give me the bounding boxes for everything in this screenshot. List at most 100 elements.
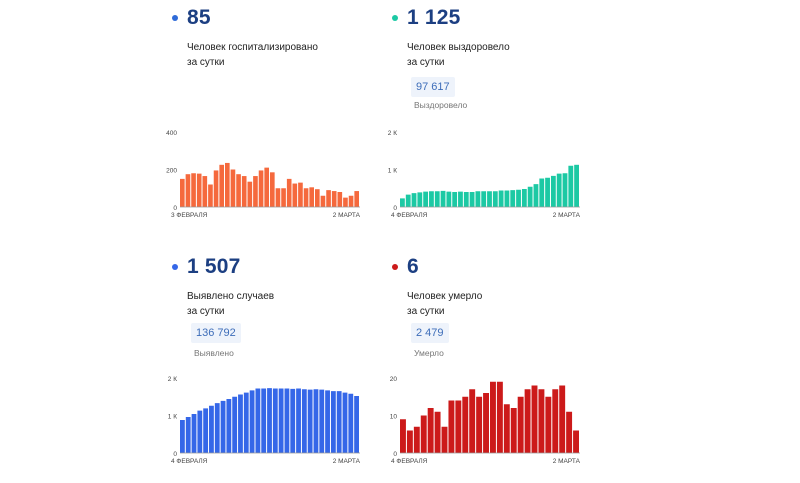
bar — [574, 164, 579, 207]
y-tick-label: 400 — [166, 130, 177, 137]
bar — [320, 195, 326, 207]
bar — [298, 182, 303, 208]
daily-value: 85 — [187, 6, 211, 29]
indicator-dot — [172, 15, 178, 21]
y-tick-label: 0 — [173, 205, 177, 212]
label-line-2: за сутки — [407, 306, 445, 317]
bar — [180, 178, 185, 208]
total-caption: Умерло — [414, 348, 444, 358]
bar — [264, 167, 270, 208]
bar — [337, 192, 343, 207]
bar — [343, 197, 348, 208]
indicator-dot — [392, 15, 398, 21]
bar — [230, 169, 236, 207]
bar — [429, 191, 434, 207]
bar — [261, 388, 267, 453]
bar — [354, 191, 360, 207]
total-badge: 136 792 — [191, 323, 241, 343]
bar — [348, 393, 354, 453]
bar — [180, 420, 185, 453]
bar — [185, 417, 191, 453]
bar — [420, 415, 427, 453]
bar — [469, 389, 476, 453]
x-start-label: 4 ФЕВРАЛЯ — [391, 458, 428, 465]
y-tick-label: 200 — [166, 168, 177, 175]
bar — [510, 190, 516, 208]
bar — [562, 173, 568, 207]
bar — [286, 178, 292, 208]
bar — [481, 191, 487, 207]
label-line-1: Человек госпитализировано — [187, 42, 318, 53]
bar — [533, 184, 539, 208]
daily-value: 6 — [407, 255, 419, 278]
bar — [197, 410, 203, 453]
x-end-label: 2 МАРТА — [553, 212, 581, 219]
bar — [469, 192, 475, 207]
bar — [423, 191, 429, 208]
bar — [331, 191, 337, 207]
panel-deaths: 6 Человек умерло за сутки 2 479 Умерло 2… — [390, 253, 602, 483]
bar — [249, 390, 255, 454]
bar — [185, 174, 191, 207]
bar — [524, 389, 531, 453]
bar — [326, 190, 331, 208]
bar — [475, 191, 481, 207]
bar — [309, 187, 315, 207]
bar — [330, 391, 336, 454]
bar — [203, 408, 209, 454]
bar — [556, 173, 562, 208]
bar — [325, 390, 330, 454]
bar — [476, 396, 483, 453]
y-tick-label: 2 К — [168, 376, 177, 383]
bar — [226, 399, 232, 453]
bar — [232, 396, 238, 453]
bar — [336, 391, 342, 454]
y-tick-label: 0 — [393, 451, 397, 458]
bar — [267, 388, 272, 454]
daily-value: 1 507 — [187, 255, 241, 278]
bar — [400, 198, 405, 208]
indicator-dot — [392, 264, 398, 270]
bar — [440, 190, 446, 208]
bar — [487, 191, 492, 207]
bar — [545, 177, 550, 207]
bar — [559, 385, 566, 453]
bar — [348, 195, 354, 207]
bar — [573, 430, 579, 453]
bar — [241, 176, 247, 207]
x-end-label: 2 МАРТА — [333, 458, 361, 465]
bar — [196, 173, 202, 208]
panel-recovered: 1 125 Человек выздоровело за сутки 97 61… — [388, 4, 602, 234]
bar — [220, 400, 226, 453]
bar — [313, 389, 319, 453]
bar — [504, 190, 510, 207]
y-tick-label: 0 — [173, 451, 177, 458]
indicator-dot — [172, 264, 178, 270]
bar — [219, 164, 225, 207]
bar — [517, 396, 524, 453]
bar — [490, 381, 496, 453]
total-caption: Выздоровело — [414, 100, 468, 110]
bar — [208, 184, 213, 207]
bar — [552, 389, 559, 453]
bar — [354, 396, 359, 453]
total-caption: Выявлено — [194, 348, 234, 358]
panel-hospitalized: 85 Человек госпитализировано за сутки 40… — [166, 4, 382, 234]
bar — [243, 392, 249, 453]
bar — [492, 191, 498, 207]
x-end-label: 2 МАРТА — [333, 212, 361, 219]
daily-value: 1 125 — [407, 6, 461, 29]
label-line-1: Человек выздоровело — [407, 42, 510, 53]
x-start-label: 4 ФЕВРАЛЯ — [171, 458, 208, 465]
bar — [315, 189, 320, 207]
bar — [225, 162, 230, 207]
bar — [413, 426, 420, 453]
bar — [247, 181, 253, 207]
y-tick-label: 1 К — [168, 414, 177, 421]
x-start-label: 4 ФЕВРАЛЯ — [391, 212, 428, 219]
bar — [455, 400, 462, 453]
bar — [539, 178, 545, 207]
bar — [272, 388, 278, 453]
bar — [452, 192, 458, 207]
bar — [417, 192, 423, 208]
